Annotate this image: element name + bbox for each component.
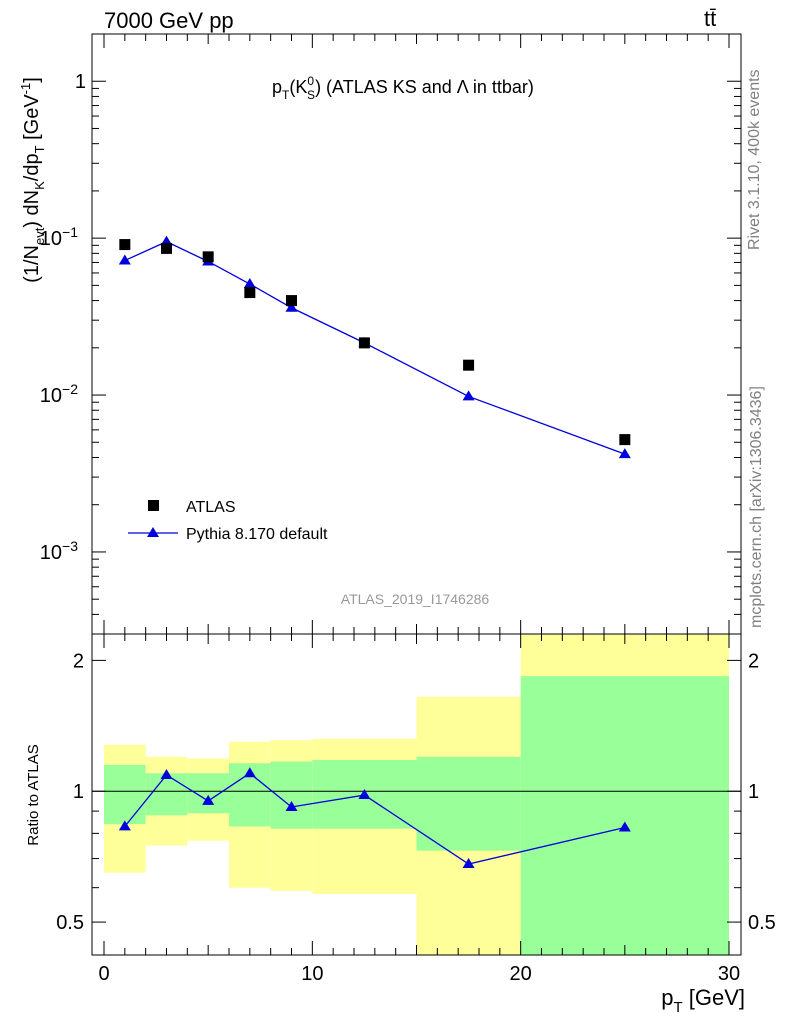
- ratio-point-6: [462, 858, 475, 869]
- ratio-line: [124, 772, 625, 865]
- data-point-6: [463, 359, 475, 371]
- mc-point-4: [285, 301, 298, 312]
- ratio-point-2: [202, 794, 215, 805]
- y-tick-label-3: 10−3: [40, 538, 78, 564]
- x-tick-label-3: 30: [718, 963, 740, 985]
- y-tick-label-2: 10−2: [40, 381, 78, 407]
- band-inner-7: [520, 676, 729, 955]
- main-panel-frame: [91, 33, 742, 635]
- legend-mc-marker: [147, 527, 159, 537]
- ratio-point-1: [160, 768, 173, 779]
- ratio-point-4: [285, 800, 298, 811]
- data-point-7: [619, 434, 631, 446]
- band-inner-2: [187, 773, 229, 814]
- header-right: tt̄: [704, 6, 717, 31]
- ratio-point-0: [118, 820, 131, 831]
- mc-point-7: [618, 448, 631, 459]
- ratio-point-7: [618, 821, 631, 832]
- ratio-y-tick-label-1: 1: [73, 781, 84, 803]
- data-point-2: [202, 251, 214, 263]
- ratio-y-tick-label-right-2: 2: [748, 650, 759, 672]
- mc-point-6: [462, 390, 475, 401]
- mcplots-label: mcplots.cern.ch [arXiv:1306.3436]: [748, 386, 765, 628]
- data-point-1: [161, 242, 172, 254]
- legend-data-label: ATLAS: [186, 499, 236, 516]
- band-inner-6: [416, 756, 521, 851]
- data-point-4: [286, 295, 297, 307]
- legend-mc-label: Pythia 8.170 default: [186, 526, 328, 543]
- data-point-0: [119, 239, 131, 251]
- band-inner-0: [104, 764, 146, 825]
- ratio-y-tick-label-right-1: 1: [748, 781, 759, 803]
- x-axis-label: pT [GeV]: [661, 985, 745, 1016]
- header-left: 7000 GeV pp: [104, 8, 234, 33]
- x-tick-label-2: 20: [510, 963, 532, 985]
- legend-data-marker: [148, 500, 159, 511]
- ratio-y-tick-label-2: 2: [73, 650, 84, 672]
- band-inner-1: [145, 773, 188, 816]
- rivet-label: Rivet 3.1.10, 400k events: [746, 69, 763, 250]
- x-tick-label-1: 10: [301, 963, 323, 985]
- x-tick-label-0: 0: [98, 963, 109, 985]
- plot-title: pT(K0 S) (ATLAS KS and Λ in ttbar): [272, 74, 534, 102]
- data-point-3: [244, 287, 256, 299]
- y-axis-label: (1/Nevt) dNK/dpT [GeV-1]: [18, 77, 47, 283]
- watermark: ATLAS_2019_I1746286: [341, 591, 490, 607]
- y-tick-label-0: 1: [75, 71, 86, 93]
- ratio-y-axis-label: Ratio to ATLAS: [25, 744, 42, 845]
- mc-point-3: [243, 278, 256, 289]
- mc-point-0: [118, 254, 131, 265]
- ratio-y-tick-label-0: 0.5: [56, 912, 84, 934]
- data-point-5: [358, 337, 370, 349]
- mc-line: [124, 240, 626, 455]
- ratio-point-3: [243, 767, 256, 778]
- ratio-point-5: [358, 789, 371, 800]
- ratio-y-tick-label-right-0: 0.5: [748, 912, 776, 934]
